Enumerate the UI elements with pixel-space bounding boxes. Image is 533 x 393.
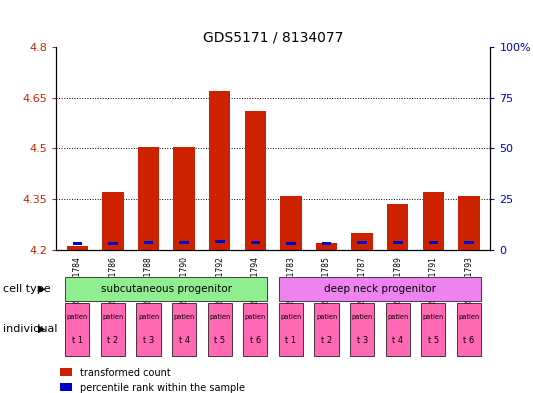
Bar (108, 242, 118, 245)
Bar (138, 147, 159, 250)
Text: patien: patien (245, 314, 266, 320)
Bar (102, 192, 124, 250)
Bar (387, 204, 408, 250)
Legend: transformed count, percentile rank within the sample: transformed count, percentile rank withi… (56, 364, 249, 393)
Text: ▶: ▶ (38, 284, 46, 294)
Bar (286, 242, 296, 245)
Text: patien: patien (138, 314, 159, 320)
Bar (144, 241, 154, 244)
Text: t 3: t 3 (357, 336, 368, 345)
Text: ▶: ▶ (38, 324, 46, 334)
Bar (429, 241, 438, 244)
Text: patien: patien (174, 314, 195, 320)
Text: patien: patien (280, 314, 302, 320)
Bar (251, 241, 260, 244)
Text: patien: patien (387, 314, 408, 320)
Text: t 5: t 5 (214, 336, 225, 345)
Text: deep neck progenitor: deep neck progenitor (324, 284, 436, 294)
Bar (458, 196, 480, 250)
Text: t 2: t 2 (321, 336, 332, 345)
Text: patien: patien (458, 314, 480, 320)
Bar (179, 241, 189, 244)
Text: patien: patien (352, 314, 373, 320)
Bar (280, 196, 302, 250)
Text: subcutaneous progenitor: subcutaneous progenitor (101, 284, 232, 294)
Text: t 3: t 3 (143, 336, 154, 345)
Text: patien: patien (209, 314, 230, 320)
Bar (72, 242, 82, 245)
Bar (357, 241, 367, 244)
Title: GDS5171 / 8134077: GDS5171 / 8134077 (203, 31, 343, 44)
Text: t 6: t 6 (250, 336, 261, 345)
Bar (173, 147, 195, 250)
Bar (245, 111, 266, 250)
Text: t 4: t 4 (179, 336, 190, 345)
Text: t 6: t 6 (463, 336, 474, 345)
Bar (67, 246, 88, 250)
Bar (322, 242, 332, 245)
Bar (215, 240, 224, 243)
Bar (316, 243, 337, 250)
Bar (464, 241, 474, 244)
Text: t 1: t 1 (72, 336, 83, 345)
Text: t 2: t 2 (107, 336, 118, 345)
Text: t 5: t 5 (428, 336, 439, 345)
Bar (351, 233, 373, 250)
Bar (393, 241, 402, 244)
Text: patien: patien (316, 314, 337, 320)
Bar (423, 192, 444, 250)
Text: patien: patien (423, 314, 444, 320)
Text: t 4: t 4 (392, 336, 403, 345)
Bar (209, 91, 230, 250)
Text: individual: individual (3, 324, 57, 334)
Text: cell type: cell type (3, 284, 50, 294)
Text: patien: patien (102, 314, 124, 320)
Text: patien: patien (67, 314, 88, 320)
Text: t 1: t 1 (285, 336, 296, 345)
